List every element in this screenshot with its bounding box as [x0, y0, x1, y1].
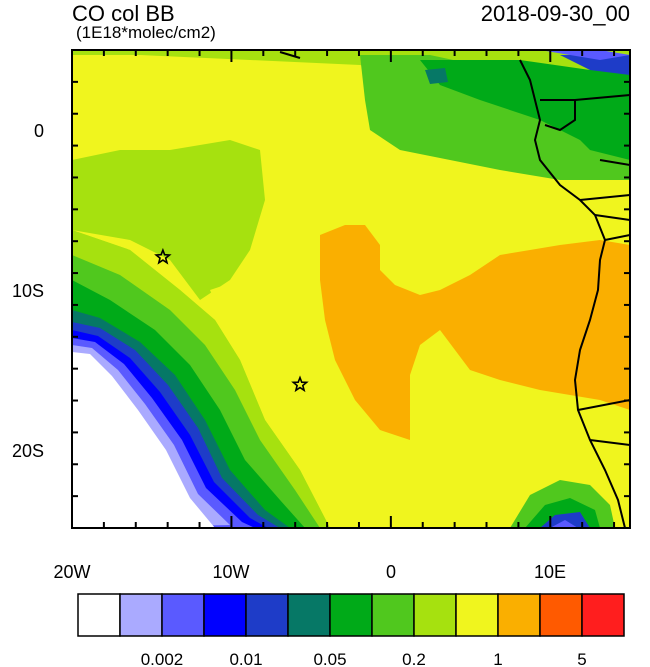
- lat-tick-label: 10S: [12, 281, 44, 301]
- map-datetime: 2018-09-30_00: [480, 1, 630, 26]
- concentration-field: [72, 50, 630, 528]
- colorbar-swatch: [119, 593, 163, 637]
- axis-ticks: [71, 49, 630, 529]
- colorbar-swatch: [287, 593, 331, 637]
- lon-tick-label: 0: [386, 562, 396, 582]
- colorbar-label: 0.01: [229, 650, 262, 667]
- star-marker: [291, 375, 309, 393]
- colorbar-label: 0.05: [313, 650, 346, 667]
- lon-tick-label: 10W: [212, 562, 249, 582]
- lat-tick-label: 20S: [12, 441, 44, 461]
- colorbar-swatch: [497, 593, 541, 637]
- star-marker: [154, 247, 172, 265]
- lat-tick-label: 0: [34, 121, 44, 141]
- star-markers: [154, 247, 309, 393]
- colorbar-label: 1: [493, 650, 502, 667]
- plot-frame: [71, 49, 631, 529]
- colorbar-swatch: [413, 593, 457, 637]
- map-units: (1E18*molec/cm2): [76, 23, 216, 42]
- colorbar-swatch: [203, 593, 247, 637]
- colorbar-label: 5: [577, 650, 586, 667]
- colorbar-swatch: [539, 593, 583, 637]
- colorbar-label: 0.2: [402, 650, 426, 667]
- coastline: [279, 51, 630, 528]
- colorbar-swatch: [77, 593, 121, 637]
- colorbar-swatch: [329, 593, 373, 637]
- colorbar-swatch: [161, 593, 205, 637]
- colorbar-swatch: [245, 593, 289, 637]
- lon-tick-label: 10E: [534, 562, 566, 582]
- colorbar-swatch: [371, 593, 415, 637]
- colorbar: [77, 593, 625, 637]
- lon-tick-label: 20W: [53, 562, 90, 582]
- colorbar-label: 0.002: [141, 650, 184, 667]
- map-title: CO col BB: [72, 1, 175, 26]
- colorbar-swatch: [581, 593, 625, 637]
- colorbar-swatch: [455, 593, 499, 637]
